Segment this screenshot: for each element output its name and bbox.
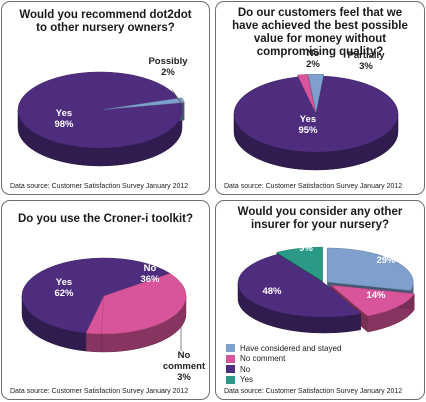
chart-title: Would you consider any other insurer for… (237, 206, 403, 231)
pie-slice-no (237, 254, 362, 318)
legend-item: No comment (226, 354, 341, 365)
leader-line (171, 89, 183, 105)
category-label: comment (163, 361, 206, 372)
category-label: Partially (348, 50, 386, 61)
chart-title: Do our customers feel that we have achie… (232, 7, 408, 58)
pie-slice-no (101, 273, 187, 335)
pie-slice-possibly (103, 97, 185, 110)
data-source: Data source: Customer Satisfaction Surve… (224, 183, 403, 190)
pie-slice-no-comment (330, 284, 415, 317)
category-label: No (178, 350, 191, 361)
legend-label: Yes (240, 375, 254, 385)
category-label: Yes (300, 114, 316, 125)
chart-title: Do you use the Croner-i toolkit? (17, 213, 194, 225)
data-label: 3% (177, 372, 191, 383)
legend-item: Yes (226, 375, 341, 386)
data-label: 36% (140, 274, 160, 285)
data-label: 62% (54, 288, 74, 299)
pie-slice-yes (233, 75, 399, 153)
pie-slice-yes (275, 246, 323, 282)
category-label: Yes (56, 277, 72, 288)
legend-swatch (226, 365, 235, 374)
pie-slice-yes (17, 71, 183, 149)
legend-swatch (226, 375, 235, 384)
legend-swatch (226, 354, 235, 363)
pie-chart: 29% 14% 48% 9% (237, 243, 415, 334)
pie-slice-have-considered-and-stayed (326, 247, 414, 291)
data-label: 2% (161, 67, 175, 78)
pie-slice-partially (307, 73, 325, 113)
category-label: Yes (56, 108, 72, 119)
chart-panel-other-insurer: Would you consider any other insurer for… (215, 200, 425, 400)
pie-slice-no-comment (85, 295, 105, 335)
chart-title: Would you recommend dot2dot to other nur… (19, 9, 192, 34)
chart-panel-value-for-money: Do our customers feel that we have achie… (215, 1, 425, 195)
chart-panel-recommend: Would you recommend dot2dot to other nur… (1, 1, 210, 195)
data-label: 98% (54, 119, 74, 130)
legend-label: Have considered and stayed (240, 343, 342, 353)
category-label: No (307, 48, 320, 59)
pie-slice-side (85, 332, 102, 353)
data-label: 3% (359, 61, 373, 72)
data-label: 14% (366, 290, 386, 301)
category-label: Possibly (148, 56, 188, 67)
legend-label: No comment (240, 354, 286, 364)
legend-label: No (240, 364, 251, 374)
pie-slice-no (297, 74, 316, 113)
legend-item: No (226, 364, 341, 375)
legend-swatch (226, 344, 235, 353)
category-label: No (144, 263, 157, 274)
chart-legend: Have considered and stayed No comment No… (226, 343, 341, 385)
data-label: 2% (306, 59, 320, 70)
data-source: Data source: Customer Satisfaction Surve… (10, 388, 189, 395)
chart-panel-croner-toolkit: Do you use the Croner-i toolkit? Yes 62% N… (1, 200, 210, 400)
data-label: 95% (298, 125, 318, 136)
data-source: Data source: Customer Satisfaction Surve… (10, 183, 189, 190)
pie-slice-yes (21, 257, 171, 334)
data-label: 29% (376, 255, 396, 266)
data-source: Data source: Customer Satisfaction Surve… (224, 388, 403, 395)
data-label: 48% (262, 286, 282, 297)
legend-item: Have considered and stayed (226, 343, 341, 354)
data-label: 9% (299, 243, 313, 254)
